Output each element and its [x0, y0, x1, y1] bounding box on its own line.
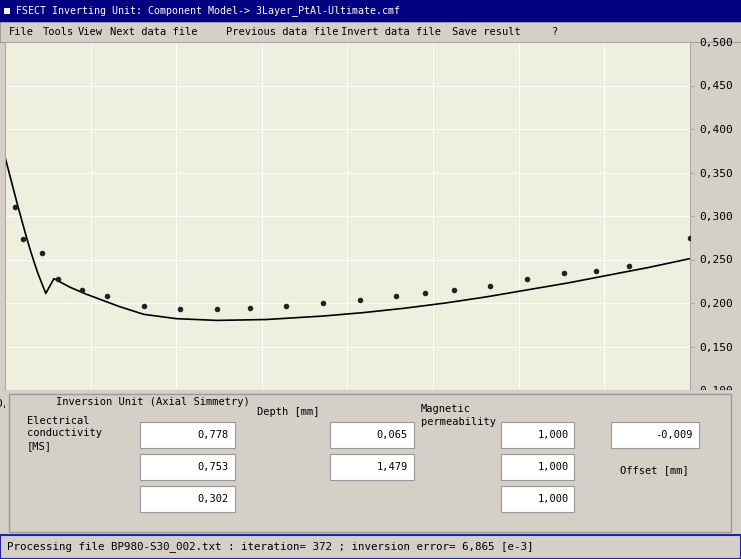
- FancyBboxPatch shape: [9, 394, 731, 532]
- Text: -0,009: -0,009: [655, 430, 693, 440]
- Text: Inversion Unit (Axial Simmetry): Inversion Unit (Axial Simmetry): [56, 397, 250, 408]
- Text: 1,479: 1,479: [376, 462, 408, 472]
- Text: 0,065: 0,065: [376, 430, 408, 440]
- Text: ■ FSECT Inverting Unit: Component Model-> 3Layer_PtAl-Ultimate.cmf: ■ FSECT Inverting Unit: Component Model-…: [4, 6, 399, 16]
- FancyBboxPatch shape: [330, 422, 413, 448]
- Text: Processing file BP980-S30_002.txt : iteration= 372 ; inversion error= 6,865 [e-3: Processing file BP980-S30_002.txt : iter…: [7, 542, 534, 552]
- FancyBboxPatch shape: [502, 454, 574, 480]
- Text: 0,302: 0,302: [198, 494, 229, 504]
- Text: Next data file: Next data file: [110, 27, 197, 37]
- Text: Tools: Tools: [43, 27, 74, 37]
- FancyBboxPatch shape: [140, 422, 235, 448]
- FancyBboxPatch shape: [140, 454, 235, 480]
- FancyBboxPatch shape: [502, 422, 574, 448]
- Text: 0,778: 0,778: [198, 430, 229, 440]
- FancyBboxPatch shape: [140, 486, 235, 512]
- Text: ?: ?: [552, 27, 558, 37]
- Text: 1,000: 1,000: [537, 494, 568, 504]
- X-axis label: Frequency [MHz]: Frequency [MHz]: [297, 413, 398, 423]
- Text: Invert data file: Invert data file: [341, 27, 441, 37]
- FancyBboxPatch shape: [611, 422, 699, 448]
- Text: View: View: [78, 27, 103, 37]
- Text: 1,000: 1,000: [537, 462, 568, 472]
- Text: Depth [mm]: Depth [mm]: [257, 408, 319, 418]
- Text: Offset [mm]: Offset [mm]: [620, 466, 689, 475]
- Text: Previous data file: Previous data file: [226, 27, 339, 37]
- Text: File: File: [9, 27, 34, 37]
- FancyBboxPatch shape: [330, 454, 413, 480]
- Text: 1,000: 1,000: [537, 430, 568, 440]
- Text: Save result: Save result: [452, 27, 521, 37]
- Text: 0,753: 0,753: [198, 462, 229, 472]
- Text: Electrical
conductivity
[MS]: Electrical conductivity [MS]: [27, 416, 102, 451]
- Text: Magnetic
permeability: Magnetic permeability: [421, 405, 496, 427]
- FancyBboxPatch shape: [502, 486, 574, 512]
